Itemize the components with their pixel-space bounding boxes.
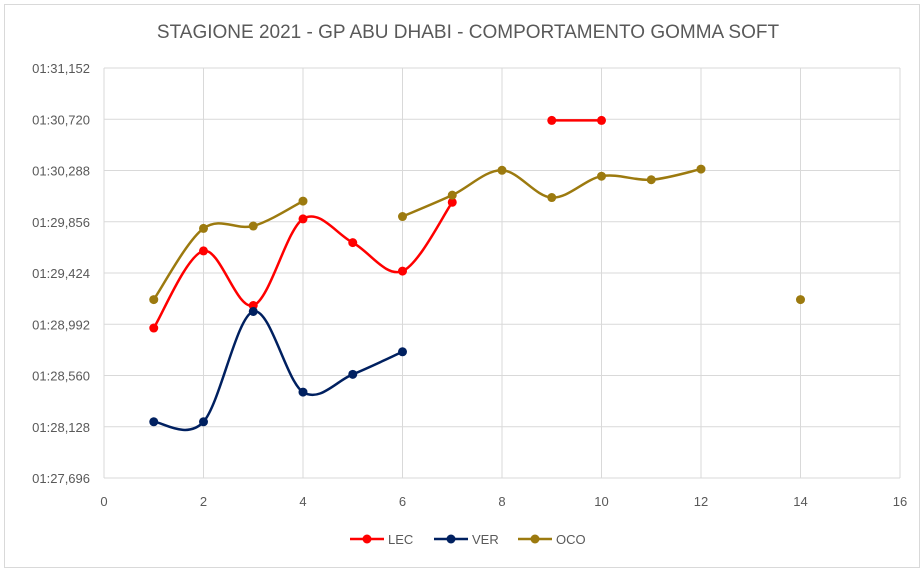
data-point-oco (696, 164, 706, 174)
data-point-oco (248, 221, 258, 231)
y-tick-label: 01:27,696 (32, 471, 90, 486)
legend-label-oco: OCO (556, 532, 586, 547)
data-point-oco (199, 223, 208, 233)
y-tick-label: 01:28,992 (32, 317, 90, 332)
data-point-oco (597, 171, 606, 181)
y-tick-label: 01:30,288 (32, 164, 90, 179)
data-point-oco (298, 196, 308, 206)
data-point-ver (199, 417, 208, 427)
legend-marker-lec (362, 534, 372, 544)
y-tick-label: 01:29,856 (32, 215, 90, 230)
data-point-lec (398, 266, 407, 276)
x-tick-label: 16 (893, 494, 907, 509)
legend-label-lec: LEC (388, 532, 413, 547)
data-point-oco (497, 165, 507, 175)
x-tick-label: 10 (594, 494, 608, 509)
y-tick-label: 01:29,424 (32, 266, 90, 281)
legend-marker-oco (530, 534, 540, 544)
data-point-oco (447, 190, 457, 200)
data-point-ver (398, 347, 407, 357)
data-point-ver (298, 387, 308, 397)
series-lines (152, 119, 703, 432)
x-axis-tick-labels: 0 2 4 6 8 10 12 14 16 (100, 494, 907, 509)
data-point-lec (348, 238, 358, 248)
x-tick-label: 4 (299, 494, 306, 509)
y-tick-label: 01:31,152 (32, 61, 90, 76)
legend: LEC VER OCO (350, 532, 586, 547)
data-point-lec (149, 323, 159, 333)
x-tick-label: 6 (399, 494, 406, 509)
legend-marker-ver (446, 534, 456, 544)
data-point-oco (149, 295, 159, 305)
x-tick-label: 12 (694, 494, 708, 509)
data-point-oco (547, 193, 557, 203)
x-tick-label: 8 (498, 494, 505, 509)
data-point-lec (298, 214, 308, 224)
gridlines (103, 67, 901, 479)
chart-title: STAGIONE 2021 - GP ABU DHABI - COMPORTAM… (157, 22, 780, 43)
legend-label-ver: VER (472, 532, 499, 547)
x-tick-label: 0 (100, 494, 107, 509)
chart-frame (4, 4, 920, 568)
data-point-ver (149, 417, 159, 427)
x-tick-label: 14 (793, 494, 807, 509)
data-point-lec (199, 246, 208, 256)
series-line-ver (152, 310, 404, 432)
data-point-oco (398, 212, 407, 222)
data-point-lec (597, 115, 606, 125)
data-point-ver (248, 306, 258, 316)
data-point-oco (646, 175, 656, 185)
data-point-lec (547, 115, 557, 125)
y-tick-label: 01:28,560 (32, 369, 90, 384)
y-tick-label: 01:28,128 (32, 420, 90, 435)
data-point-oco (796, 295, 805, 305)
series-points (149, 115, 805, 427)
x-tick-label: 2 (200, 494, 207, 509)
data-point-lec (447, 197, 457, 207)
y-axis-tick-labels: 01:27,696 01:28,128 01:28,560 01:28,992 01:2… (32, 61, 90, 486)
y-tick-label: 01:30,720 (32, 112, 90, 127)
data-point-ver (348, 369, 358, 379)
series-line-oco (152, 199, 305, 301)
